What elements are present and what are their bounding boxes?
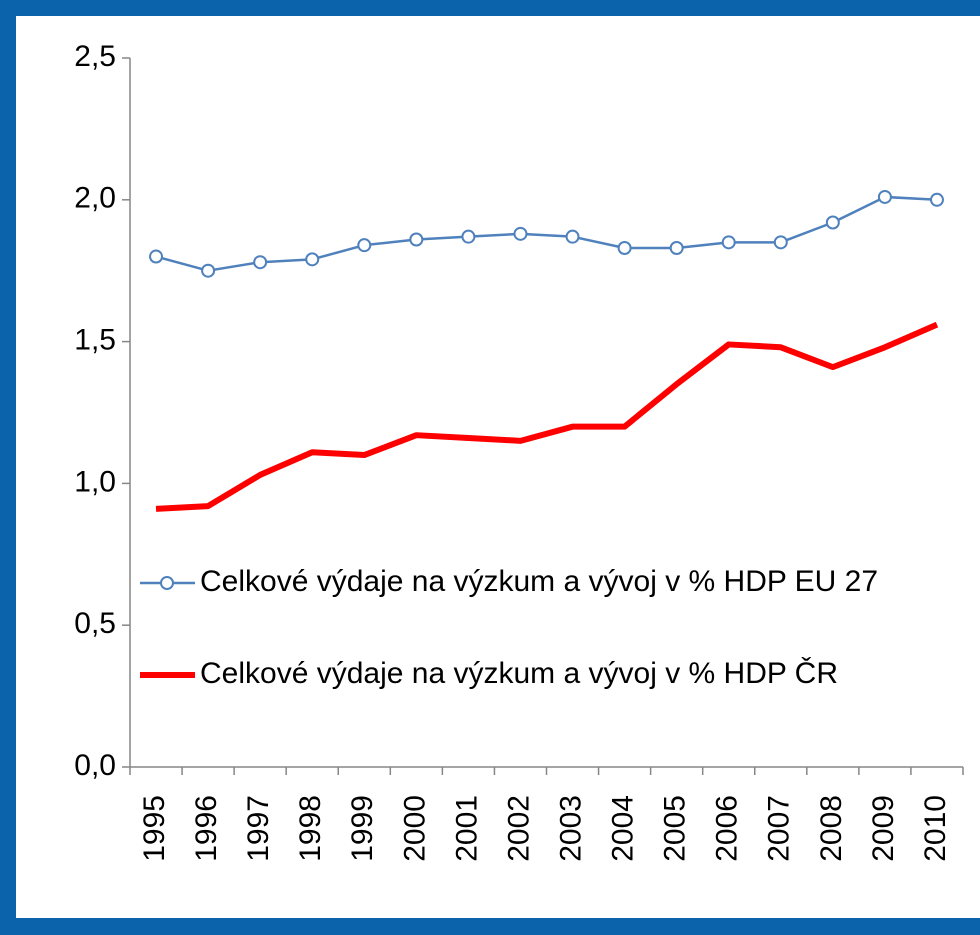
point-marker <box>513 226 528 241</box>
x-tick-label: 2004 <box>607 795 640 862</box>
point-marker <box>201 263 216 278</box>
x-tick-label: 1998 <box>294 795 327 862</box>
point-marker <box>877 189 892 204</box>
y-tick-label: 1,0 <box>74 465 116 498</box>
point-marker <box>773 235 788 250</box>
x-tick-label: 2000 <box>398 795 431 862</box>
x-tick-label: 1997 <box>242 795 275 862</box>
y-tick-label: 0,0 <box>74 749 116 782</box>
point-marker <box>149 249 164 264</box>
point-marker <box>253 255 268 270</box>
point-marker <box>565 229 580 244</box>
x-tick-label: 2002 <box>502 795 535 862</box>
y-tick-label: 0,5 <box>74 607 116 640</box>
legend-label: Celkové výdaje na výzkum a vývoj v % HDP… <box>200 656 838 690</box>
x-tick-label: 2005 <box>659 795 692 862</box>
x-tick-label: 2006 <box>711 795 744 862</box>
x-tick-label: 1995 <box>138 795 171 862</box>
legend-marker <box>160 576 174 590</box>
point-marker <box>929 192 944 207</box>
point-marker <box>305 252 320 267</box>
y-tick-label: 2,5 <box>74 40 116 73</box>
point-marker <box>669 241 684 256</box>
x-tick-label: 1999 <box>346 795 379 862</box>
point-marker <box>461 229 476 244</box>
y-tick-label: 2,0 <box>74 182 116 215</box>
point-marker <box>617 241 632 256</box>
point-marker <box>721 235 736 250</box>
point-marker <box>409 232 424 247</box>
series-line <box>155 195 938 272</box>
legend-label: Celkové výdaje na výzkum a vývoj v % HDP… <box>200 565 878 598</box>
x-tick-label: 1996 <box>190 795 223 862</box>
x-tick-label: 2001 <box>450 795 483 862</box>
y-tick-label: 1,5 <box>74 324 116 357</box>
point-marker <box>357 238 372 253</box>
x-tick-label: 2008 <box>815 795 848 862</box>
x-tick-label: 2007 <box>763 795 796 862</box>
x-tick-label: 2010 <box>919 795 952 862</box>
x-tick-label: 2003 <box>554 795 587 862</box>
point-marker <box>825 215 840 230</box>
series-line <box>155 321 939 512</box>
x-tick-label: 2009 <box>867 795 900 862</box>
